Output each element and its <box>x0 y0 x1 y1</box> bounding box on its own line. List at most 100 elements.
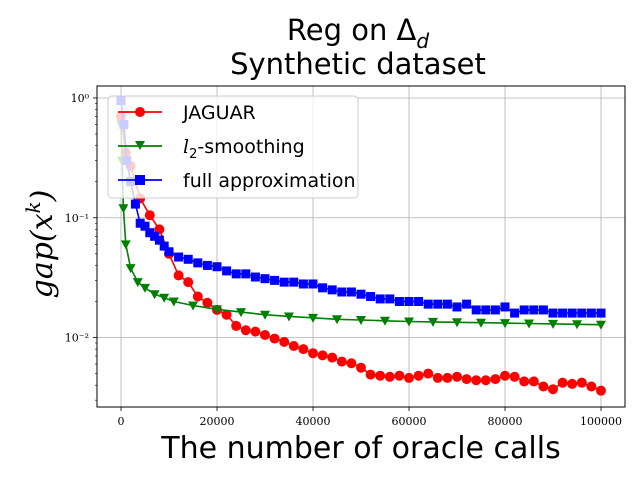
data-point <box>538 381 549 392</box>
data-point <box>174 252 184 262</box>
data-point <box>538 305 548 315</box>
data-point <box>298 344 309 355</box>
data-point <box>557 377 568 388</box>
data-point <box>385 294 395 304</box>
data-point <box>120 240 131 250</box>
data-point <box>327 285 337 295</box>
data-point <box>192 291 203 302</box>
data-point <box>336 356 347 367</box>
axes-frame <box>96 85 626 408</box>
data-point <box>135 218 145 228</box>
data-point <box>500 319 510 329</box>
data-point <box>159 241 169 251</box>
x-tick-label: 40000 <box>296 415 331 428</box>
data-point <box>471 305 481 315</box>
data-point <box>480 375 491 386</box>
data-point <box>413 370 424 381</box>
data-point <box>130 199 140 209</box>
data-point <box>212 305 222 315</box>
data-point <box>423 368 434 379</box>
data-point <box>433 299 443 309</box>
data-point <box>150 231 160 241</box>
chart-title-line2: Synthetic dataset <box>230 47 486 81</box>
data-point <box>404 372 414 383</box>
data-point <box>140 221 150 231</box>
data-point <box>317 350 328 361</box>
data-point <box>183 277 194 288</box>
data-point <box>471 375 482 386</box>
data-point <box>577 308 587 318</box>
data-point <box>548 319 558 329</box>
data-point <box>308 348 318 359</box>
data-point <box>586 381 597 392</box>
data-point <box>193 258 203 268</box>
data-point <box>356 362 366 373</box>
data-point <box>202 260 212 270</box>
data-point <box>222 266 232 276</box>
data-point <box>432 372 443 383</box>
data-point <box>356 316 366 326</box>
data-point <box>250 272 260 282</box>
data-point <box>375 370 386 381</box>
data-point <box>500 370 510 381</box>
data-point <box>125 264 136 274</box>
x-tick-label: 0 <box>118 415 125 428</box>
data-point <box>149 290 160 300</box>
data-point <box>380 316 390 326</box>
data-point <box>428 317 438 327</box>
data-point <box>452 371 462 382</box>
data-point <box>548 308 558 318</box>
data-point <box>567 378 578 389</box>
data-point <box>452 302 462 312</box>
data-point <box>442 299 452 309</box>
chart-title-line1: Reg on Δd <box>287 13 430 53</box>
data-point <box>260 310 270 320</box>
data-point <box>365 369 376 380</box>
data-point <box>168 297 179 307</box>
data-point <box>346 358 357 369</box>
data-point <box>159 293 170 303</box>
data-point <box>384 371 395 382</box>
data-point <box>145 228 155 238</box>
data-point <box>154 235 164 245</box>
data-point <box>164 247 174 257</box>
data-point <box>231 269 241 279</box>
legend-label-jaguar: JAGUAR <box>182 102 256 124</box>
data-point <box>289 277 299 287</box>
data-point <box>260 329 270 340</box>
data-point <box>452 318 462 328</box>
legend-marker-l2 <box>135 141 145 150</box>
data-point <box>490 374 501 385</box>
data-point <box>572 320 582 330</box>
data-point <box>212 262 222 272</box>
y-axis-label: gap(xk) <box>21 190 60 299</box>
data-point <box>308 279 318 289</box>
data-point <box>519 305 529 315</box>
data-point <box>490 305 500 315</box>
data-point <box>269 333 280 344</box>
data-point <box>476 318 486 328</box>
data-point <box>375 294 385 304</box>
data-point <box>188 301 198 311</box>
data-point <box>346 287 356 297</box>
data-point <box>308 313 318 323</box>
data-point <box>241 269 251 279</box>
data-point <box>236 308 246 318</box>
data-point <box>318 283 328 293</box>
legend: JAGUAR l2-smoothing full approximation <box>107 95 359 199</box>
data-point <box>596 320 606 330</box>
x-tick-label: 100000 <box>580 415 622 428</box>
data-point <box>144 210 155 221</box>
plot-area: 0 20000 40000 60000 80000 100000 10⁰ 10⁻¹ 10⁻² <box>65 85 626 428</box>
data-point <box>250 326 261 337</box>
legend-label-l2: l2-smoothing <box>183 136 305 162</box>
data-point <box>404 317 414 327</box>
legend-box <box>107 95 359 199</box>
series-line-0 <box>120 116 602 392</box>
data-point <box>404 296 414 306</box>
y-tick-label: 10⁻² <box>65 332 89 345</box>
data-point <box>462 299 472 309</box>
data-point <box>337 287 347 297</box>
data-point <box>528 376 539 387</box>
data-point <box>461 374 472 385</box>
